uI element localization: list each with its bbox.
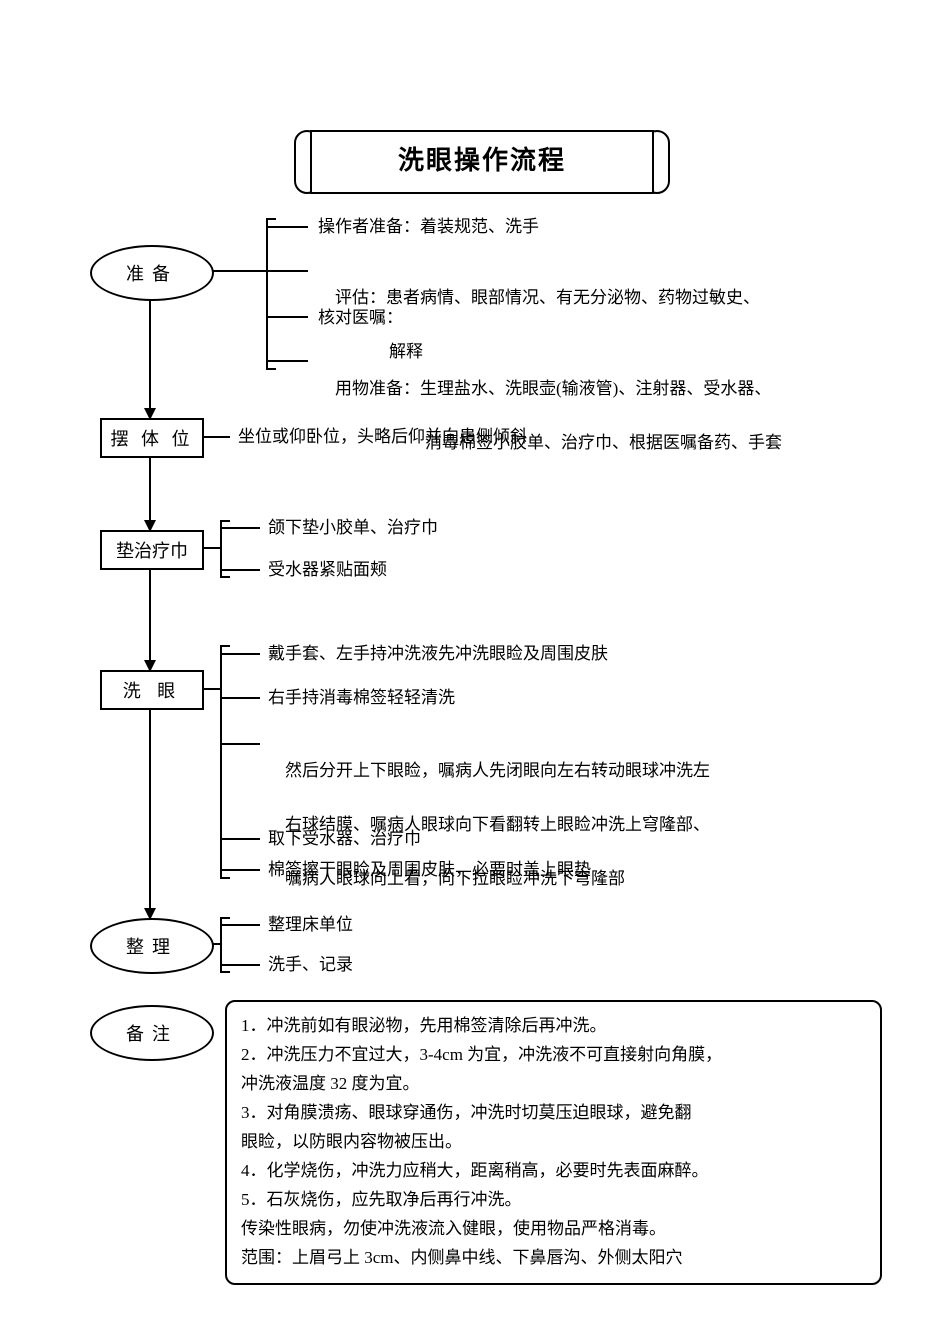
edge-position-towel [149,454,151,530]
organize-item-2: 洗手、记录 [268,951,353,978]
edge-towel-wash [149,566,151,670]
bracket-cap [220,877,230,879]
node-prepare-label: 准备 [126,260,178,286]
bracket-cap [266,368,276,370]
bracket-prong [266,270,308,272]
bracket-cap [220,520,230,522]
note-2: 2．冲洗压力不宜过大，3-4cm 为宜，冲洗液不可直接射向角膜， [241,1041,866,1068]
arrow-icon [144,520,156,532]
bracket-cap [220,917,230,919]
node-note-label: 备注 [126,1020,178,1046]
node-position: 摆 体 位 [100,418,204,458]
towel-item-1: 颌下垫小胶单、治疗巾 [268,514,438,541]
bracket-cap [220,576,230,578]
note-box: 1．冲洗前如有眼泌物，先用棉签清除后再冲洗。 2．冲洗压力不宜过大，3-4cm … [225,1000,882,1285]
note-4: 4．化学烧伤，冲洗力应稍大，距离稍高，必要时先表面麻醉。 [241,1157,866,1184]
note-7: 范围：上眉弓上 3cm、内侧鼻中线、下鼻唇沟、外侧太阳穴 [241,1244,866,1271]
flowchart-page: 洗眼操作流程 准备 操作者准备：着装规范、洗手 评估：患者病情、眼部情况、有无分… [0,0,945,1337]
prep-l4: 用物准备：生理盐水、洗眼壶(输液管)、注射器、受水器、 [335,379,771,398]
bracket-prong [220,569,260,571]
arrow-icon [144,660,156,672]
note-5: 5．石灰烧伤，应先取净后再行冲洗。 [241,1186,866,1213]
note-1: 1．冲洗前如有眼泌物，先用棉签清除后再冲洗。 [241,1012,866,1039]
bracket-prong [266,316,308,318]
note-3b: 眼睑，以防眼内容物被压出。 [241,1128,866,1155]
edge-prepare-position [149,297,151,418]
node-position-label: 摆 体 位 [111,425,194,451]
bracket-cap [266,218,276,220]
bracket-prong [220,924,260,926]
towel-item-2: 受水器紧贴面颊 [268,556,387,583]
note-2b: 冲洗液温度 32 度为宜。 [241,1070,866,1097]
prepare-item-4: 用物准备：生理盐水、洗眼壶(输液管)、注射器、受水器、 消毒棉签小胶单、治疗巾、… [318,348,878,483]
note-6: 传染性眼病，勿使冲洗液流入健眼，使用物品严格消毒。 [241,1215,866,1242]
wash-l3: 然后分开上下眼睑，嘱病人先闭眼向左右转动眼球冲洗左 [285,761,710,780]
node-note: 备注 [90,1005,214,1061]
node-towel-label: 垫治疗巾 [116,537,188,563]
node-wash: 洗 眼 [100,670,204,710]
bracket-prong [220,869,260,871]
node-towel: 垫治疗巾 [100,530,204,570]
bracket-prong [220,838,260,840]
organize-item-1: 整理床单位 [268,911,353,938]
bracket-prong [266,226,308,228]
node-organize-label: 整理 [126,933,178,959]
title-text: 洗眼操作流程 [398,146,566,175]
bracket-prong [220,743,260,745]
node-organize: 整理 [90,918,214,974]
arrow-icon [144,908,156,920]
bracket-cap [220,971,230,973]
bracket-cap [220,645,230,647]
wash-item-4: 取下受水器、治疗巾 [268,825,421,852]
bracket-prong [220,697,260,699]
prepare-item-1: 操作者准备：着装规范、洗手 [318,213,539,240]
bracket-prong [266,360,308,362]
edge-wash-organize [149,706,151,918]
note-3: 3．对角膜溃疡、眼球穿通伤，冲洗时切莫压迫眼球，避免翻 [241,1099,866,1126]
bracket-wash [220,645,222,877]
node-wash-label: 洗 眼 [123,677,182,703]
position-text: 坐位或仰卧位，头略后仰并向患侧倾斜 [238,423,527,450]
bracket-prepare [266,218,268,368]
wash-item-2: 右手持消毒棉签轻轻清洗 [268,684,455,711]
node-prepare: 准备 [90,245,214,301]
connector-position [200,436,230,438]
bracket-prong [220,653,260,655]
bracket-prong [220,964,260,966]
wash-item-5: 棉签擦干眼睑及周围皮肤，必要时盖上眼垫 [268,856,591,883]
connector-prepare [210,270,266,272]
arrow-icon [144,408,156,420]
prepare-item-3: 核对医嘱： [318,304,403,331]
title-box: 洗眼操作流程 [310,130,654,194]
bracket-prong [220,527,260,529]
wash-item-1: 戴手套、左手持冲洗液先冲洗眼睑及周围皮肤 [268,640,608,667]
